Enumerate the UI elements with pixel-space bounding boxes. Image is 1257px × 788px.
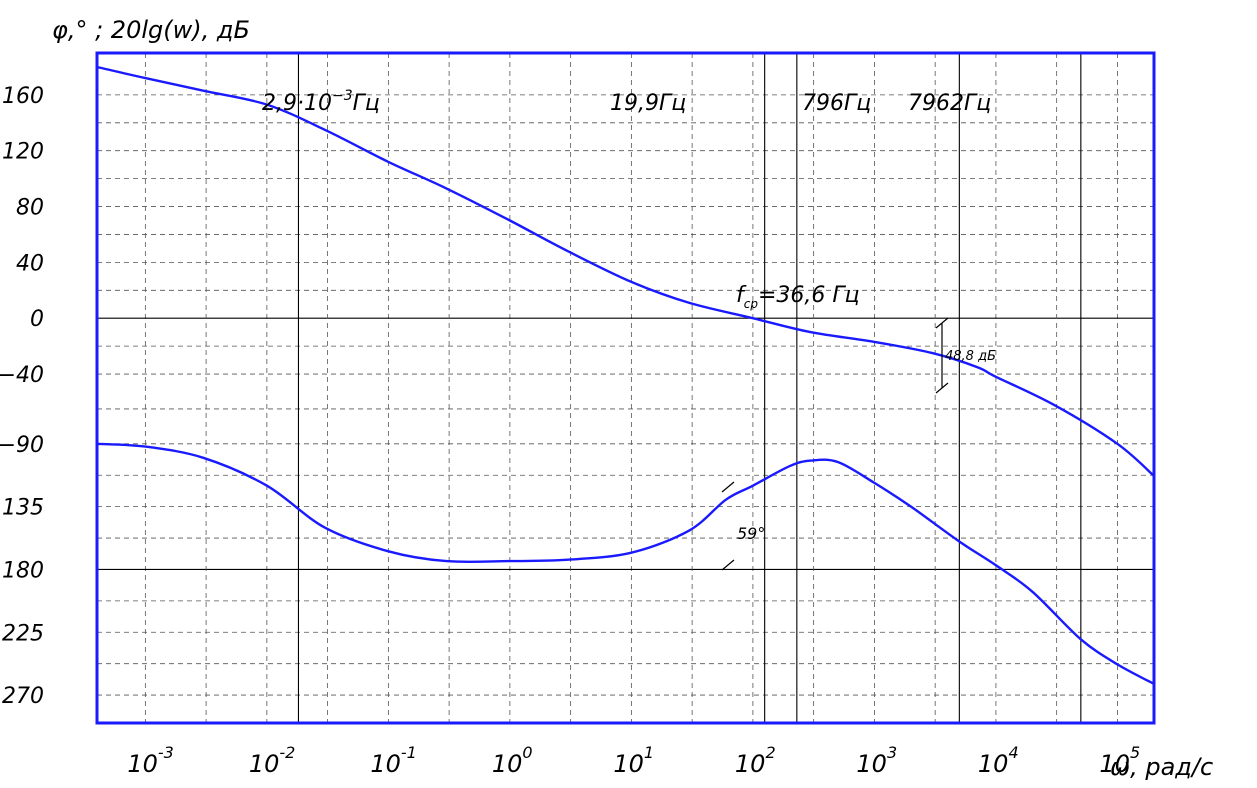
- x-tick-label: 105: [1099, 743, 1140, 778]
- annotation-796-hz: 796Гц: [802, 91, 871, 116]
- annotation-crossover-freq: fср=36,6 Гц: [736, 283, 860, 311]
- x-tick-label: 104: [978, 743, 1019, 778]
- plot-frame: [95, 51, 1156, 725]
- x-tick-label: 10-3: [127, 743, 174, 778]
- phase-margin-tick-bottom: [721, 559, 735, 571]
- y-tick-label: −40: [0, 363, 44, 388]
- y-tick-labels: 160 120 80 40 0 −40 −90 −135 −180 −225 −270: [0, 84, 44, 709]
- gain-margin-tick-bottom: [935, 382, 949, 394]
- phase-margin-tick-top: [721, 481, 735, 493]
- y-tick-label: −225: [0, 621, 44, 646]
- y-tick-label: −90: [0, 433, 44, 458]
- x-tick-label: 103: [856, 743, 897, 778]
- y-tick-label: −270: [0, 684, 44, 709]
- annotation-2-9e-3-hz: 2,9·10−3Гц: [262, 88, 380, 116]
- y-tick-label: 80: [16, 196, 44, 221]
- x-tick-label: 10-2: [249, 743, 296, 778]
- y-tick-label: −180: [0, 558, 44, 583]
- x-tick-label: 102: [735, 743, 776, 778]
- y-tick-label: 120: [2, 140, 44, 165]
- x-tick-label: 101: [613, 743, 654, 778]
- y-tick-label: 160: [2, 84, 44, 109]
- annotation-7962-hz: 7962Гц: [908, 91, 991, 116]
- gain-margin-tick-top: [935, 317, 949, 329]
- grid: [97, 53, 1154, 723]
- magnitude-curve: [96, 65, 1155, 477]
- phase-curve: [96, 442, 1155, 685]
- x-tick-label: 10-1: [370, 743, 417, 778]
- x-tick-labels: 10-3 10-2 10-1 100 101 102 103 104 105: [127, 743, 1140, 778]
- y-tick-label: 40: [16, 251, 44, 276]
- x-axis-label: ω, рад/с: [1110, 753, 1213, 781]
- y-tick-label: −135: [0, 496, 44, 521]
- curves: [96, 65, 1155, 685]
- x-tick-label: 100: [492, 743, 533, 778]
- y-tick-label: 0: [30, 307, 44, 332]
- y-axis-label: φ,° ; 20lg(w), дБ: [52, 16, 250, 44]
- annotation-19-9-hz: 19,9Гц: [610, 91, 686, 116]
- vertical-markers: [297, 53, 1082, 723]
- annotation-phase-margin: 59°: [737, 524, 765, 543]
- annotation-gain-margin: 48,8 дБ: [945, 349, 996, 364]
